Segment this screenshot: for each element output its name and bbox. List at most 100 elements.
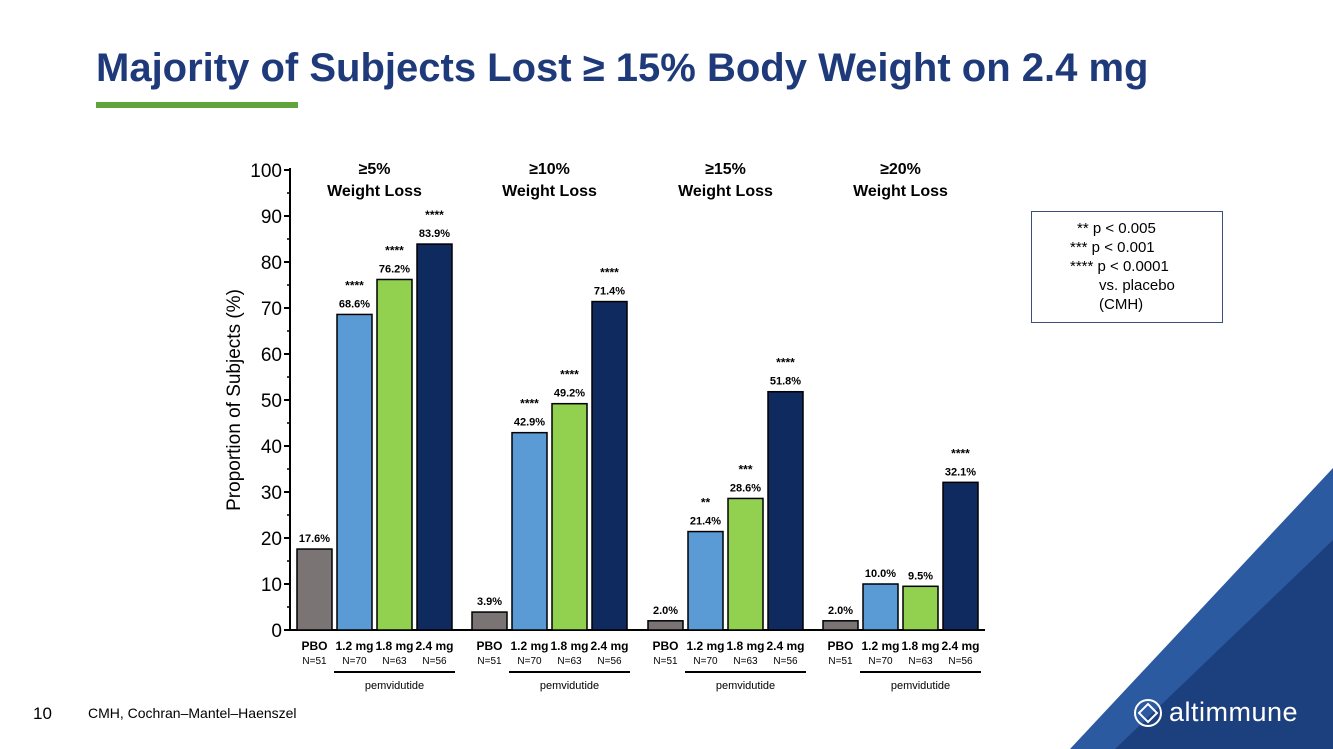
bar-value-label: 49.2% <box>554 388 585 400</box>
significance-legend: ** p < 0.005 *** p < 0.001 **** p < 0.00… <box>1031 211 1223 323</box>
bar-value-label: 28.6% <box>730 482 761 494</box>
significance-marker: *** <box>738 462 752 476</box>
sample-size-label: N=70 <box>342 656 367 667</box>
treatment-group-label: pemvidutide <box>716 680 775 692</box>
bar-value-label: 51.8% <box>770 376 801 388</box>
bar-value-label: 32.1% <box>945 466 976 478</box>
y-tick-label-100: 100 <box>250 161 282 182</box>
bar-1.2-mg <box>687 530 724 631</box>
footnote: CMH, Cochran–Mantel–Haenszel <box>88 705 297 721</box>
bar-2.4-mg <box>591 300 628 631</box>
y-tick-label-80: 80 <box>261 253 282 274</box>
company-logo: altimmune <box>1133 697 1298 728</box>
sample-size-label: N=70 <box>693 656 718 667</box>
sample-size-label: N=63 <box>908 656 933 667</box>
bar-value-label: 2.0% <box>828 605 853 617</box>
bar-1.2-mg <box>862 583 899 631</box>
x-tick-label: 2.4 mg <box>941 639 979 653</box>
treatment-group-label: pemvidutide <box>540 680 599 692</box>
logo-text: altimmune <box>1169 697 1299 727</box>
significance-marker: **** <box>776 356 795 370</box>
title-underline <box>96 102 298 108</box>
legend-line-4: vs. placebo <box>1099 277 1175 294</box>
sample-size-label: N=56 <box>597 656 622 667</box>
bar-value-label: 10.0% <box>865 568 896 580</box>
bar-2.4-mg <box>942 481 979 631</box>
legend-line-5: (CMH) <box>1099 296 1144 313</box>
bar-value-label: 71.4% <box>594 286 625 298</box>
bar-value-label: 68.6% <box>339 298 370 310</box>
group-title-line1: ≥20% <box>880 161 921 178</box>
sample-size-label: N=56 <box>948 656 973 667</box>
bar-value-label: 76.2% <box>379 263 410 275</box>
y-tick-label-20: 20 <box>261 529 282 550</box>
bar-value-label: 21.4% <box>690 516 721 528</box>
group-title-line1: ≥10% <box>529 161 570 178</box>
x-tick-label: PBO <box>652 639 678 653</box>
x-tick-label: 2.4 mg <box>590 639 628 653</box>
significance-marker: **** <box>345 278 364 292</box>
bar-1.8-mg <box>727 497 764 631</box>
y-tick-label-30: 30 <box>261 483 282 504</box>
treatment-group-label: pemvidutide <box>365 680 424 692</box>
x-tick-label: 1.2 mg <box>335 639 373 653</box>
x-tick-label: PBO <box>476 639 502 653</box>
sample-size-label: N=70 <box>868 656 893 667</box>
sample-size-label: N=63 <box>733 656 758 667</box>
sample-size-label: N=51 <box>653 656 678 667</box>
bar-value-label: 42.9% <box>514 417 545 429</box>
legend-line-1: ** p < 0.005 <box>1077 220 1156 237</box>
x-tick-label: 1.8 mg <box>726 639 764 653</box>
significance-marker: **** <box>385 243 404 257</box>
bar-2.4-mg <box>416 243 453 631</box>
bar-1.8-mg <box>902 585 939 631</box>
bar-1.2-mg <box>336 313 373 631</box>
x-tick-label: PBO <box>301 639 327 653</box>
y-tick-label-40: 40 <box>261 437 282 458</box>
group-title-line2: Weight Loss <box>502 183 597 200</box>
x-tick-label: PBO <box>827 639 853 653</box>
y-tick-label-70: 70 <box>261 299 282 320</box>
bar-pbo <box>471 611 508 631</box>
y-tick-label-10: 10 <box>261 575 282 596</box>
slide-title: Majority of Subjects Lost ≥ 15% Body Wei… <box>96 46 1149 90</box>
x-tick-label: 1.2 mg <box>686 639 724 653</box>
group-title-line1: ≥5% <box>359 161 391 178</box>
bar-pbo <box>647 620 684 631</box>
logo-mark-icon <box>1134 698 1162 727</box>
sample-size-label: N=51 <box>302 656 327 667</box>
legend-line-3: **** p < 0.0001 <box>1070 258 1169 275</box>
group-title-line1: ≥15% <box>705 161 746 178</box>
significance-marker: **** <box>425 208 444 222</box>
sample-size-label: N=56 <box>422 656 447 667</box>
x-tick-label: 1.2 mg <box>861 639 899 653</box>
sample-size-label: N=51 <box>477 656 502 667</box>
bar-2.4-mg <box>767 390 804 631</box>
bar-value-label: 2.0% <box>653 605 678 617</box>
x-tick-label: 2.4 mg <box>415 639 453 653</box>
y-tick-label-50: 50 <box>261 391 282 412</box>
significance-marker: **** <box>560 368 579 382</box>
x-tick-label: 2.4 mg <box>766 639 804 653</box>
sample-size-label: N=51 <box>828 656 853 667</box>
bar-pbo <box>822 620 859 631</box>
bar-1.8-mg <box>551 402 588 631</box>
treatment-group-label: pemvidutide <box>891 680 950 692</box>
bar-value-label: 17.6% <box>299 533 330 545</box>
bar-1.2-mg <box>511 431 548 631</box>
bar-value-label: 83.9% <box>419 228 450 240</box>
significance-marker: **** <box>600 266 619 280</box>
sample-size-label: N=63 <box>557 656 582 667</box>
bar-value-label: 9.5% <box>908 570 933 582</box>
x-tick-label: 1.8 mg <box>375 639 413 653</box>
bar-value-label: 3.9% <box>477 596 502 608</box>
y-axis-label: Proportion of Subjects (%) <box>224 289 245 511</box>
x-tick-label: 1.2 mg <box>510 639 548 653</box>
sample-size-label: N=63 <box>382 656 407 667</box>
y-tick-label-90: 90 <box>261 207 282 228</box>
page-number: 10 <box>33 704 52 723</box>
sample-size-label: N=70 <box>517 656 542 667</box>
significance-marker: ** <box>701 496 711 510</box>
significance-marker: **** <box>520 397 539 411</box>
